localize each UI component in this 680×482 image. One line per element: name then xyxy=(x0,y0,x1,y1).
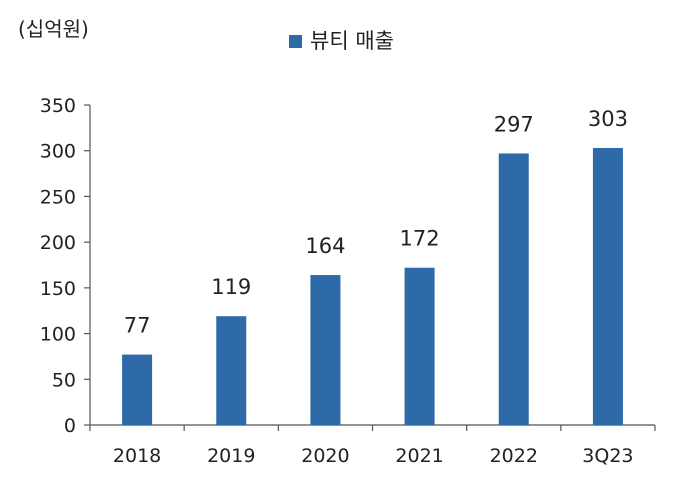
bar-2018 xyxy=(122,354,153,425)
y-axis: 0 50 100 150 200 250 300 350 xyxy=(40,95,91,437)
value-label: 77 xyxy=(124,314,151,338)
x-tick-label: 2018 xyxy=(113,445,161,467)
x-tick-label: 2021 xyxy=(395,445,443,467)
y-tick-label: 350 xyxy=(40,95,76,117)
legend: 뷰티 매출 xyxy=(289,29,394,53)
unit-label: (십억원) xyxy=(18,17,89,41)
value-label: 297 xyxy=(494,112,534,136)
x-tick-label: 2019 xyxy=(207,445,255,467)
y-tick-label: 200 xyxy=(40,232,76,254)
x-axis: 2018 2019 2020 2021 2022 3Q23 xyxy=(89,424,656,467)
bar-2022 xyxy=(498,153,529,425)
legend-label: 뷰티 매출 xyxy=(310,29,394,53)
y-tick-label: 250 xyxy=(40,186,76,208)
y-tick-label: 150 xyxy=(40,278,76,300)
value-label: 303 xyxy=(588,107,628,131)
y-tick-label: 50 xyxy=(52,369,76,391)
value-labels: 77 119 164 172 297 303 xyxy=(124,107,628,338)
x-tick-label: 2022 xyxy=(490,445,538,467)
bar-2019 xyxy=(216,316,247,425)
legend-swatch xyxy=(289,35,302,48)
bars xyxy=(122,147,623,425)
value-label: 119 xyxy=(211,275,251,299)
y-tick-label: 300 xyxy=(40,141,76,163)
x-tick-label: 2020 xyxy=(301,445,349,467)
bar-2020 xyxy=(310,275,341,425)
y-tick-label: 0 xyxy=(64,415,76,437)
value-label: 172 xyxy=(400,227,440,251)
y-tick-label: 100 xyxy=(40,324,76,346)
x-tick-label: 3Q23 xyxy=(582,445,633,467)
value-label: 164 xyxy=(305,234,345,258)
bar-3Q23 xyxy=(592,147,623,425)
bar-2021 xyxy=(404,267,435,425)
